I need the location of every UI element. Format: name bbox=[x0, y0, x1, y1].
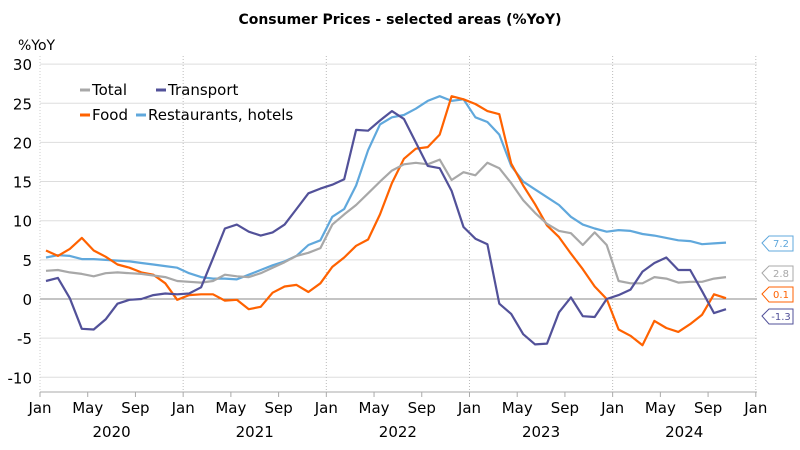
x-tick-label: May bbox=[645, 399, 676, 417]
year-label: 2021 bbox=[236, 423, 274, 441]
legend-label: Transport bbox=[167, 81, 239, 99]
y-tick-label: -10 bbox=[8, 369, 33, 387]
end-label-box bbox=[761, 235, 794, 252]
x-tick-label: Sep bbox=[121, 399, 149, 417]
legend-label: Food bbox=[92, 106, 128, 124]
y-tick-label: 15 bbox=[13, 174, 32, 192]
legend-label: Restaurants, hotels bbox=[148, 106, 293, 124]
x-tick-label: Jan bbox=[314, 399, 338, 417]
y-tick-label: 5 bbox=[22, 252, 32, 270]
y-tick-label: 30 bbox=[13, 56, 32, 74]
year-label: 2022 bbox=[379, 423, 417, 441]
x-tick-label: May bbox=[72, 399, 103, 417]
x-tick-label: Jan bbox=[743, 399, 767, 417]
end-label: -1.3 bbox=[771, 312, 791, 323]
x-tick-label: Sep bbox=[408, 399, 436, 417]
end-label-box bbox=[761, 265, 794, 282]
series-line-transport bbox=[45, 109, 727, 346]
series-line-total bbox=[45, 158, 727, 285]
legend-label: Total bbox=[91, 81, 127, 99]
end-label: 7.2 bbox=[773, 239, 789, 250]
year-label: 2020 bbox=[92, 423, 130, 441]
series-line-food bbox=[45, 95, 727, 347]
x-tick-label: Sep bbox=[264, 399, 292, 417]
year-label: 2024 bbox=[665, 423, 703, 441]
x-tick-label: May bbox=[502, 399, 533, 417]
x-tick-label: Sep bbox=[551, 399, 579, 417]
end-label: 2.8 bbox=[773, 269, 789, 280]
x-tick-label: Sep bbox=[694, 399, 722, 417]
chart-title: Consumer Prices - selected areas (%YoY) bbox=[238, 12, 561, 28]
x-tick-label: Jan bbox=[600, 399, 624, 417]
x-tick-label: Jan bbox=[171, 399, 195, 417]
end-label-box bbox=[761, 308, 794, 325]
y-axis-label: %YoY bbox=[18, 38, 56, 54]
y-tick-label: 25 bbox=[13, 95, 32, 113]
x-tick-label: Jan bbox=[457, 399, 481, 417]
end-label: 0.1 bbox=[773, 290, 789, 301]
y-tick-label: 0 bbox=[22, 291, 32, 309]
y-tick-label: 10 bbox=[13, 213, 32, 231]
end-label-box bbox=[761, 286, 794, 303]
x-tick-label: Jan bbox=[27, 399, 51, 417]
y-tick-label: -5 bbox=[17, 330, 32, 348]
series-line-restaurants-hotels bbox=[45, 95, 727, 281]
x-tick-label: May bbox=[215, 399, 246, 417]
x-tick-label: May bbox=[359, 399, 390, 417]
year-label: 2023 bbox=[522, 423, 560, 441]
y-tick-label: 20 bbox=[13, 134, 32, 152]
